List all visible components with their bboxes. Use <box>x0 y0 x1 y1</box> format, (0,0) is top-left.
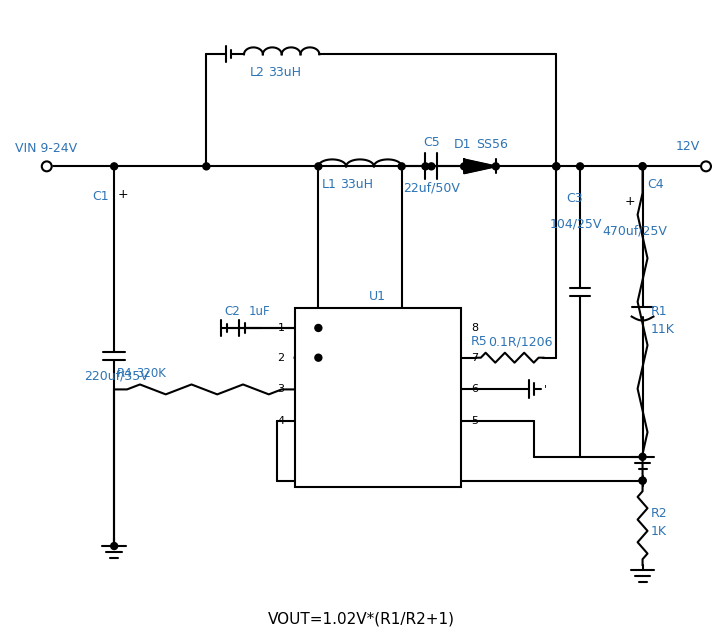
Text: C2: C2 <box>224 305 240 317</box>
Circle shape <box>428 163 435 170</box>
Text: +: + <box>625 194 636 207</box>
Text: 2: 2 <box>278 353 285 363</box>
Text: 1uF: 1uF <box>249 305 270 317</box>
Circle shape <box>639 477 646 484</box>
Text: 6: 6 <box>471 384 478 394</box>
Text: C3: C3 <box>566 191 583 205</box>
Text: 5: 5 <box>471 416 478 426</box>
Text: R1: R1 <box>651 305 667 318</box>
Text: 320K: 320K <box>136 367 166 380</box>
Text: R5: R5 <box>471 336 488 348</box>
Text: U1: U1 <box>369 290 386 303</box>
Text: 22uf/50V: 22uf/50V <box>403 182 460 194</box>
Text: 12V: 12V <box>676 140 701 153</box>
Circle shape <box>701 162 711 171</box>
Circle shape <box>639 477 646 484</box>
Text: 11K: 11K <box>651 323 675 336</box>
Text: R2: R2 <box>651 507 667 520</box>
Text: NC: NC <box>436 383 453 396</box>
Circle shape <box>398 163 405 170</box>
Text: 0.1R/1206: 0.1R/1206 <box>488 336 552 348</box>
Text: 4: 4 <box>278 416 285 426</box>
Text: EN: EN <box>302 351 319 365</box>
Text: C1: C1 <box>93 189 109 203</box>
Circle shape <box>577 163 583 170</box>
Text: L2: L2 <box>250 66 265 79</box>
Circle shape <box>315 354 322 361</box>
Text: 8: 8 <box>471 323 478 333</box>
Text: C4: C4 <box>648 178 664 191</box>
Text: R4: R4 <box>117 367 133 380</box>
Text: CS: CS <box>437 351 453 365</box>
Circle shape <box>315 325 322 332</box>
Text: VIN 9-24V: VIN 9-24V <box>15 142 77 155</box>
Text: 33uH: 33uH <box>341 178 373 191</box>
Circle shape <box>111 163 118 170</box>
Text: VOUT=1.02V*(R1/R2+1): VOUT=1.02V*(R1/R2+1) <box>268 612 455 627</box>
Text: D1: D1 <box>454 138 471 151</box>
Text: C5: C5 <box>423 136 440 149</box>
Text: +: + <box>118 187 129 201</box>
Text: ROSC: ROSC <box>302 383 335 396</box>
Circle shape <box>553 163 560 170</box>
Circle shape <box>42 162 52 171</box>
Circle shape <box>461 163 468 170</box>
Text: 104/25V: 104/25V <box>550 218 602 231</box>
Text: L1: L1 <box>321 178 336 191</box>
Text: ': ' <box>544 384 547 394</box>
Circle shape <box>422 163 429 170</box>
Circle shape <box>639 453 646 460</box>
Text: 1K: 1K <box>651 525 667 538</box>
Text: GS3662D: GS3662D <box>348 310 407 323</box>
Circle shape <box>639 163 646 170</box>
Text: 3: 3 <box>278 384 285 394</box>
Circle shape <box>111 543 118 549</box>
Circle shape <box>315 163 322 170</box>
Text: 470uf/25V: 470uf/25V <box>602 224 667 237</box>
Circle shape <box>553 163 560 170</box>
Text: 10K: 10K <box>341 336 363 348</box>
Bar <box>294 308 461 487</box>
Text: SW: SW <box>435 321 453 334</box>
Circle shape <box>203 163 210 170</box>
Circle shape <box>639 163 646 170</box>
Text: GND: GND <box>426 415 453 428</box>
Text: 33uH: 33uH <box>268 66 301 79</box>
Text: 7: 7 <box>471 353 478 363</box>
Text: FB: FB <box>302 415 317 428</box>
Text: R3: R3 <box>321 336 337 348</box>
Text: 220uf/35V: 220uf/35V <box>85 370 149 383</box>
Text: SS56: SS56 <box>476 138 508 151</box>
Polygon shape <box>464 160 496 173</box>
Circle shape <box>492 163 500 170</box>
Text: VDD: VDD <box>302 321 329 334</box>
Text: 1: 1 <box>278 323 285 333</box>
